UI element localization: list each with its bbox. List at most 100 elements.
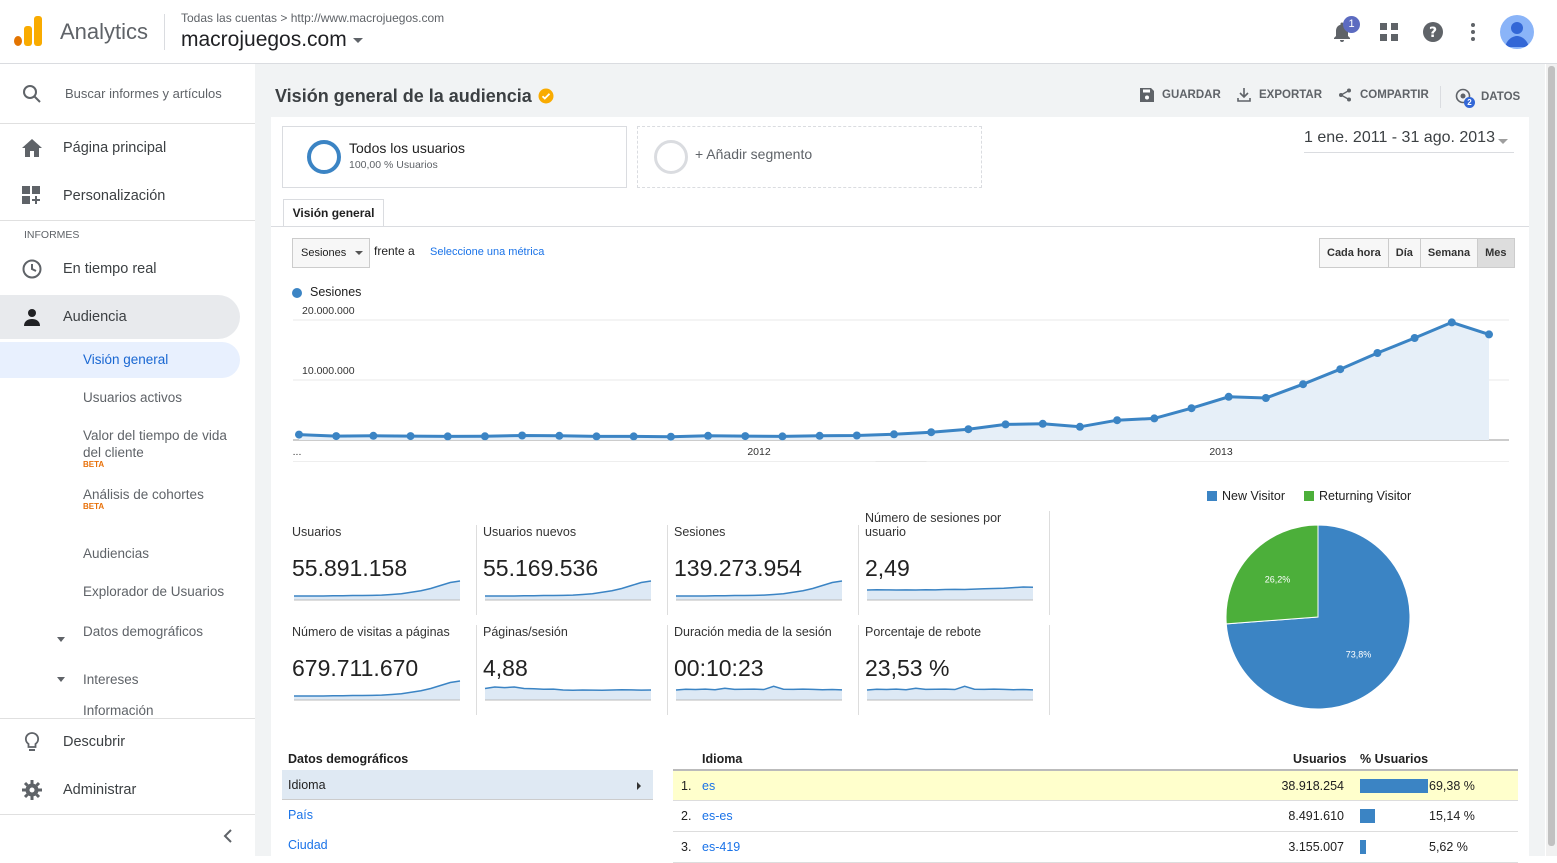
sidebar-item-customization[interactable]: Personalización	[0, 174, 240, 218]
collapse-chevron-left-icon[interactable]	[223, 829, 233, 843]
demographics-item-country[interactable]: País	[288, 808, 314, 822]
beta-badge: BETA	[83, 460, 105, 469]
search-input[interactable]: Buscar informes y artículos	[65, 86, 222, 101]
segment-subtitle: 100,00 % Usuarios	[349, 159, 438, 171]
data-point	[1447, 318, 1456, 327]
scrollbar-thumb[interactable]	[1548, 66, 1555, 846]
data-point	[518, 431, 527, 440]
metric-card[interactable]: Número de visitas a páginas 679.711.670	[292, 625, 477, 715]
row-language-link[interactable]: es-es	[702, 809, 733, 823]
property-selector[interactable]: macrojuegos.com	[181, 28, 363, 52]
sidebar-subitem-cohort[interactable]: Análisis de cohortes BETA	[0, 486, 240, 530]
sidebar-search[interactable]: Buscar informes y artículos	[0, 64, 255, 124]
share-button[interactable]: COMPARTIR	[1338, 88, 1429, 102]
demographics-item-language[interactable]: Idioma	[282, 770, 653, 800]
table-header-users[interactable]: Usuarios	[1293, 752, 1347, 766]
account-avatar[interactable]	[1500, 15, 1534, 49]
metric-card[interactable]: Usuarios 55.891.158	[292, 525, 477, 615]
granularity-week-button[interactable]: Semana	[1421, 239, 1479, 267]
help-icon[interactable]: ?	[1421, 20, 1445, 44]
segment-name: Todos los usuarios	[349, 140, 465, 156]
row-language-link[interactable]: es	[702, 779, 716, 793]
date-range-picker[interactable]: 1 ene. 2011 - 31 ago. 2013	[1304, 129, 1514, 153]
sidebar-subitem-demographics[interactable]: Datos demográficos	[0, 623, 240, 659]
metric-card[interactable]: Duración media de la sesión 00:10:23	[674, 625, 859, 715]
more-vert-icon[interactable]	[1461, 20, 1485, 44]
page-scrollbar[interactable]	[1546, 64, 1557, 856]
sidebar-item-admin[interactable]: Administrar	[0, 768, 240, 812]
metric-sparkline	[485, 580, 652, 601]
sidebar-subitem-info[interactable]: Información	[0, 702, 240, 718]
row-number: 2.	[681, 809, 692, 823]
analytics-logo-icon[interactable]	[14, 16, 44, 46]
caret-down-icon	[57, 677, 65, 682]
pie-slice	[1225, 524, 1319, 625]
data-point	[927, 428, 936, 437]
breadcrumb[interactable]: Todas las cuentas > http://www.macrojueg…	[181, 11, 445, 25]
data-point	[1150, 414, 1159, 423]
data-point	[815, 431, 824, 440]
page-title: Visión general de la audiencia	[275, 86, 554, 107]
granularity-day-button[interactable]: Día	[1389, 239, 1421, 267]
sidebar-subitem-active-users[interactable]: Usuarios activos	[0, 389, 240, 409]
sidebar-subitem-audiences[interactable]: Audiencias	[0, 545, 240, 565]
sessions-line-chart: 10.000.000 20.000.000... 2012 2013	[293, 305, 1509, 462]
data-point	[369, 431, 378, 440]
metric-select[interactable]: Sesiones	[292, 238, 370, 268]
demographics-title: Datos demográficos	[288, 752, 409, 766]
metric-card[interactable]: Usuarios nuevos 55.169.536	[483, 525, 668, 615]
metric-sparkline	[866, 586, 1034, 601]
sidebar-item-label: Audiencia	[63, 309, 127, 325]
data-point	[1410, 334, 1419, 342]
export-button[interactable]: EXPORTAR	[1237, 88, 1322, 102]
share-label: COMPARTIR	[1360, 89, 1429, 101]
x-tick-label: 2012	[747, 446, 771, 458]
sparkline-line	[484, 686, 652, 692]
gear-icon	[20, 778, 44, 802]
sidebar-subitem-interests[interactable]: Intereses	[0, 671, 240, 691]
sidebar-subitem-overview[interactable]: Visión general	[0, 342, 240, 378]
segment-color-icon	[307, 140, 341, 174]
sparkline-line	[294, 680, 461, 697]
table-header-language[interactable]: Idioma	[702, 752, 743, 766]
sidebar-item-discover[interactable]: Descubrir	[0, 720, 240, 764]
add-segment-button[interactable]: + Añadir segmento	[637, 126, 982, 188]
row-share-bar	[1360, 809, 1375, 823]
sidebar-item-realtime[interactable]: En tiempo real	[0, 247, 240, 291]
x-tick-label: ...	[293, 446, 302, 458]
table-header-pct[interactable]: % Usuarios	[1360, 752, 1429, 766]
sidebar-subitem-user-explorer[interactable]: Explorador de Usuarios	[0, 583, 240, 619]
sparkline-area	[676, 581, 842, 600]
insights-button[interactable]: 2 DATOS	[1455, 88, 1520, 108]
granularity-hourly-button[interactable]: Cada hora	[1320, 239, 1389, 267]
metric-card[interactable]: Número de sesiones por usuario 2,49	[865, 511, 1050, 615]
metric-value: 679.711.670	[292, 655, 419, 681]
sidebar-item-audience[interactable]: Audiencia	[0, 295, 240, 339]
metric-sparkline	[484, 686, 652, 701]
select-metric-link[interactable]: Seleccione una métrica	[430, 246, 545, 258]
row-language-link[interactable]: es-419	[702, 840, 741, 854]
save-button[interactable]: GUARDAR	[1140, 88, 1221, 102]
demographics-item-city[interactable]: Ciudad	[288, 838, 328, 852]
clock-icon	[20, 257, 44, 281]
metric-sparkline	[294, 680, 461, 701]
row-pct: 5,62 %	[1429, 840, 1468, 854]
verified-badge-icon	[538, 88, 554, 104]
sidebar-item-home[interactable]: Página principal	[0, 126, 240, 170]
metric-card[interactable]: Páginas/sesión 4,88	[483, 625, 668, 715]
metric-card[interactable]: Porcentaje de rebote 23,53 %	[865, 625, 1050, 715]
metric-value: 55.169.536	[483, 555, 599, 581]
granularity-month-button[interactable]: Mes	[1478, 239, 1514, 267]
metric-card[interactable]: Sesiones 139.273.954	[674, 525, 859, 615]
tab-overview[interactable]: Visión general	[283, 199, 384, 227]
sidebar-subitem-label: Análisis de cohortes	[83, 487, 204, 502]
download-icon	[1237, 88, 1251, 102]
lightbulb-icon	[20, 730, 44, 754]
metric-sparkline	[866, 685, 1034, 701]
data-point	[1373, 349, 1382, 357]
apps-grid-icon[interactable]	[1377, 20, 1401, 44]
save-icon	[1140, 88, 1154, 102]
sparkline-line	[866, 685, 1034, 691]
sidebar-subitem-lifetime-value[interactable]: Valor del tiempo de vida del cliente BETA	[0, 427, 240, 471]
segment-all-users[interactable]: Todos los usuarios 100,00 % Usuarios	[282, 126, 627, 188]
